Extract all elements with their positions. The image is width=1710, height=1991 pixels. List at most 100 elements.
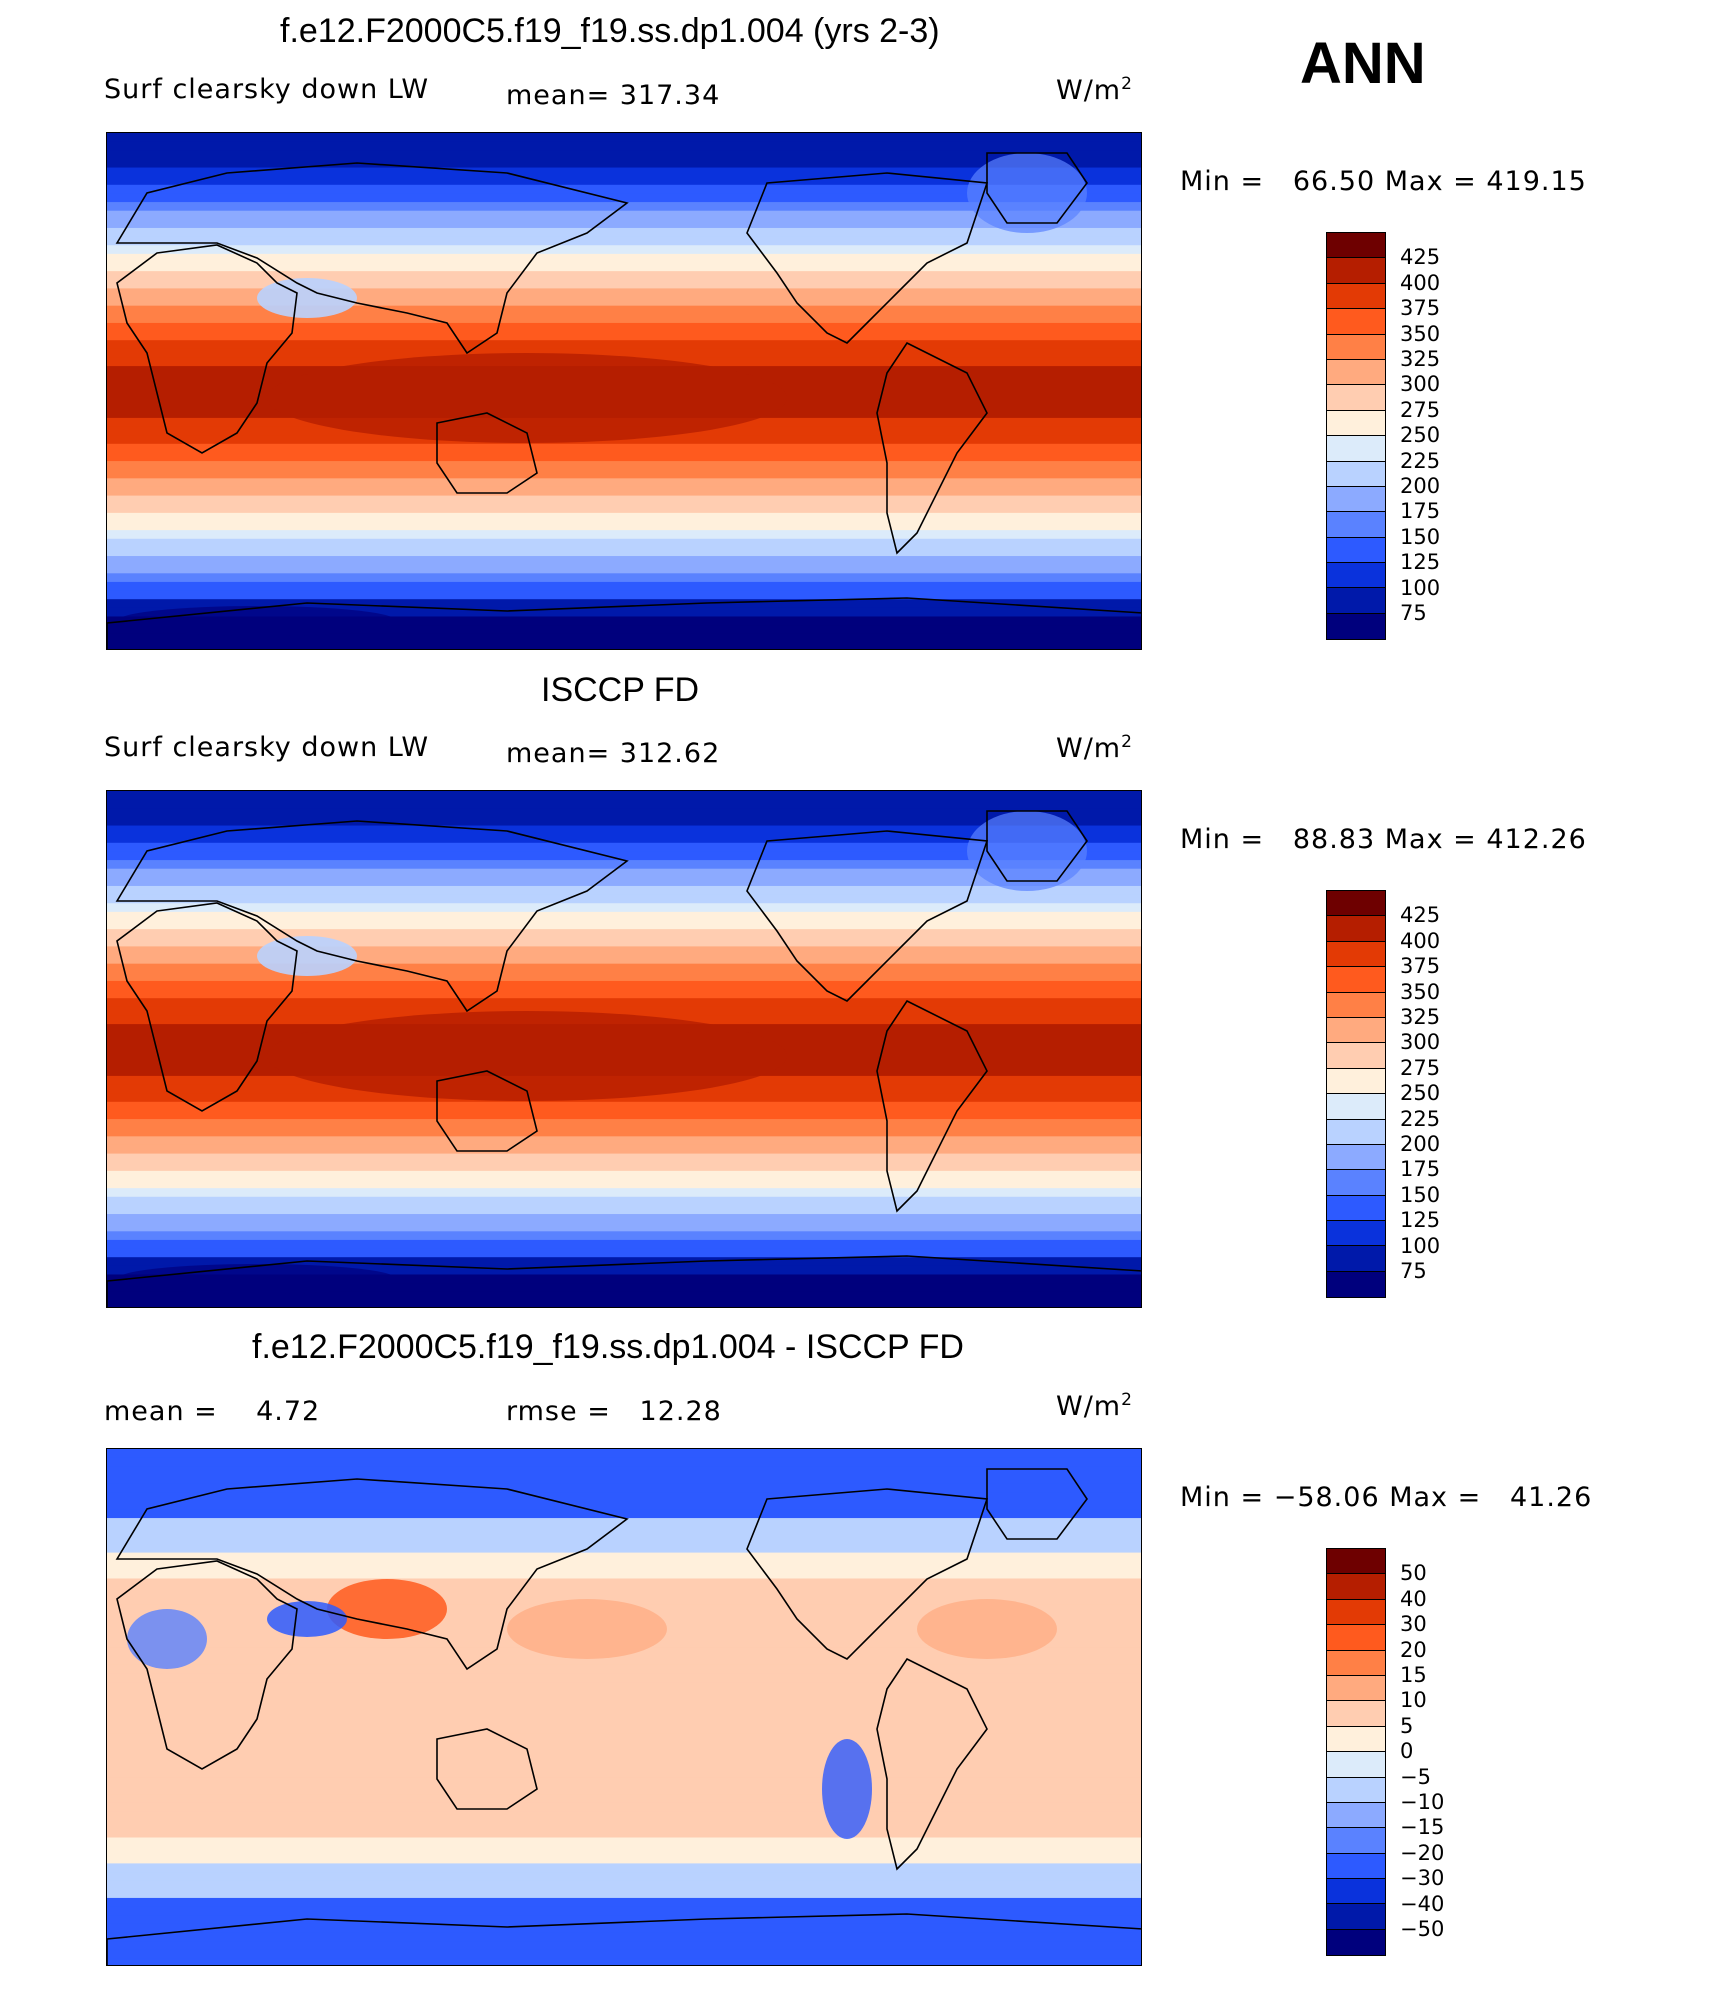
colorbar-tick-label: 275 — [1400, 397, 1441, 422]
panel-1-colorbar — [1326, 232, 1386, 641]
colorbar-box — [1327, 613, 1385, 640]
colorbar-tick-label: −10 — [1400, 1790, 1445, 1814]
colorbar-box — [1327, 1675, 1385, 1702]
panel-2-variable-label: Surf clearsky down LW — [104, 732, 430, 763]
colorbar-tick-label: 400 — [1400, 928, 1441, 953]
colorbar-tick-label: 125 — [1400, 550, 1441, 575]
panel-3-title: f.e12.F2000C5.f19_f19.ss.dp1.004 - ISCCP… — [252, 1328, 964, 1366]
colorbar-box — [1327, 563, 1385, 589]
colorbar-box — [1327, 1828, 1385, 1854]
coastlines — [107, 1468, 1141, 1965]
coastlines — [107, 152, 1141, 649]
colorbar-tick-label: 200 — [1400, 474, 1441, 498]
colorbar-box — [1327, 258, 1385, 284]
colorbar-box — [1327, 1119, 1385, 1145]
colorbar-box — [1327, 461, 1385, 487]
colorbar-box — [1327, 891, 1385, 917]
colorbar-box — [1327, 1726, 1385, 1753]
panel-3-min-max: Min = −58.06 Max = 41.26 — [1180, 1482, 1593, 1513]
season-label: ANN — [1300, 31, 1426, 96]
coastlines — [107, 810, 1141, 1307]
panel-1-title: f.e12.F2000C5.f19_f19.ss.dp1.004 (yrs 2-… — [280, 12, 940, 50]
colorbar-tick-label: −40 — [1400, 1891, 1445, 1916]
panel-1-units: W/m2 — [1056, 74, 1133, 106]
colorbar-box — [1327, 512, 1385, 538]
panel-1-variable-label: Surf clearsky down LW — [104, 74, 430, 105]
colorbar-box — [1327, 1017, 1385, 1044]
map-fill — [107, 133, 1141, 649]
colorbar-box — [1327, 967, 1385, 993]
colorbar-tick-label: −5 — [1400, 1764, 1431, 1789]
colorbar-tick-label: 325 — [1400, 347, 1441, 371]
colorbar-tick-label: −50 — [1400, 1917, 1445, 1941]
colorbar-box — [1327, 385, 1385, 411]
colorbar-box — [1327, 1195, 1385, 1222]
colorbar-box — [1327, 588, 1385, 614]
colorbar-tick-label: 5 — [1400, 1713, 1414, 1738]
colorbar-tick-label: −30 — [1400, 1866, 1445, 1891]
map-fill — [107, 1449, 1141, 1965]
colorbar-tick-label: 175 — [1400, 1157, 1441, 1182]
colorbar-tick-label: 150 — [1400, 1182, 1441, 1207]
colorbar-box — [1327, 1221, 1385, 1247]
panel-2-min-max: Min = 88.83 Max = 412.26 — [1180, 824, 1587, 855]
colorbar-box — [1327, 309, 1385, 335]
colorbar-tick-label: 75 — [1400, 601, 1427, 625]
panel-3-map — [106, 1448, 1142, 1966]
colorbar-tick-label: 30 — [1400, 1612, 1427, 1637]
colorbar-box — [1327, 1549, 1385, 1575]
colorbar-tick-label: 125 — [1400, 1208, 1441, 1233]
map-fill — [107, 791, 1141, 1307]
colorbar-tick-label: −15 — [1400, 1815, 1445, 1840]
colorbar-box — [1327, 486, 1385, 513]
panel-1-mean-label: mean= 317.34 — [506, 80, 721, 111]
panel-3-rmse-label: rmse = 12.28 — [506, 1396, 722, 1427]
colorbar-tick-label: −20 — [1400, 1840, 1445, 1865]
panel-3-colorbar — [1326, 1548, 1386, 1957]
colorbar-tick-label: 400 — [1400, 270, 1441, 295]
colorbar-tick-label: 225 — [1400, 1106, 1441, 1131]
colorbar-box — [1327, 1853, 1385, 1880]
colorbar-tick-label: 250 — [1400, 423, 1441, 448]
colorbar-box — [1327, 1246, 1385, 1272]
colorbar-box — [1327, 283, 1385, 310]
colorbar-box — [1327, 1144, 1385, 1171]
colorbar-tick-label: 300 — [1400, 1030, 1441, 1055]
colorbar-box — [1327, 916, 1385, 942]
panel-3-mean-label: mean = 4.72 — [104, 1396, 321, 1427]
colorbar-tick-label: 350 — [1400, 321, 1441, 346]
colorbar-box — [1327, 1043, 1385, 1069]
colorbar-box — [1327, 1904, 1385, 1930]
panel-1-min-max: Min = 66.50 Max = 419.15 — [1180, 166, 1587, 197]
panel-3-units: W/m2 — [1056, 1390, 1133, 1422]
colorbar-box — [1327, 1777, 1385, 1803]
colorbar-tick-label: 375 — [1400, 954, 1441, 979]
colorbar-tick-label: 0 — [1400, 1739, 1414, 1764]
colorbar-box — [1327, 1625, 1385, 1651]
colorbar-box — [1327, 1068, 1385, 1095]
colorbar-tick-label: 100 — [1400, 1233, 1441, 1258]
colorbar-tick-label: 175 — [1400, 499, 1441, 524]
colorbar-tick-label: 20 — [1400, 1637, 1427, 1662]
panel-2-title: ISCCP FD — [541, 671, 700, 709]
colorbar-box — [1327, 1574, 1385, 1600]
colorbar-box — [1327, 1752, 1385, 1778]
colorbar-box — [1327, 436, 1385, 462]
colorbar-tick-label: 200 — [1400, 1132, 1441, 1156]
colorbar-box — [1327, 233, 1385, 259]
colorbar-box — [1327, 1271, 1385, 1298]
colorbar-tick-label: 325 — [1400, 1005, 1441, 1029]
colorbar-box — [1327, 1879, 1385, 1905]
colorbar-tick-label: 275 — [1400, 1055, 1441, 1080]
panel-2-colorbar — [1326, 890, 1386, 1299]
colorbar-box — [1327, 1094, 1385, 1120]
colorbar-box — [1327, 537, 1385, 564]
colorbar-tick-label: 150 — [1400, 524, 1441, 549]
colorbar-tick-label: 50 — [1400, 1561, 1427, 1586]
colorbar-box — [1327, 334, 1385, 360]
colorbar-tick-label: 100 — [1400, 575, 1441, 600]
colorbar-box — [1327, 359, 1385, 386]
colorbar-box — [1327, 1802, 1385, 1829]
colorbar-box — [1327, 992, 1385, 1018]
colorbar-box — [1327, 941, 1385, 968]
